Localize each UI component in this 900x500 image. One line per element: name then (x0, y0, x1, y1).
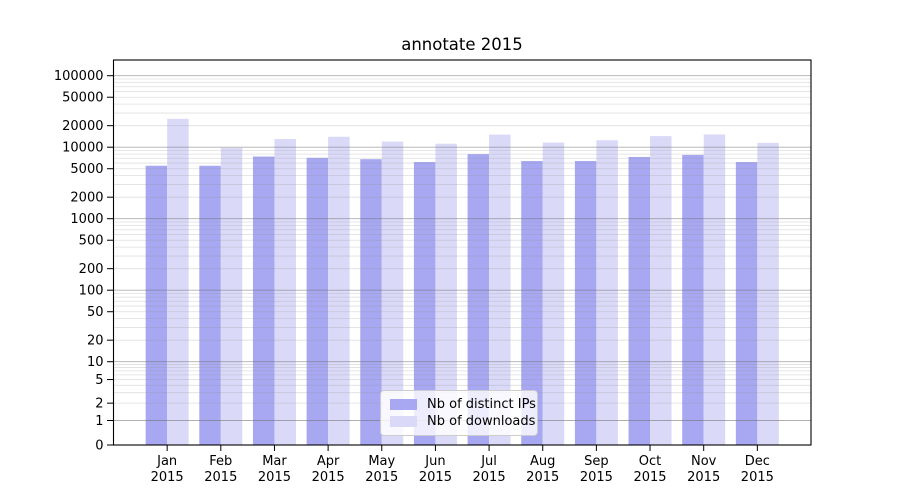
y-tick-label: 20 (87, 333, 104, 348)
x-tick-label-month: Aug (530, 454, 555, 469)
y-tick-label: 1000 (70, 212, 103, 227)
bar-ips-11 (735, 162, 758, 445)
y-tick-label: 100 (79, 284, 104, 299)
bar-ips-0 (145, 165, 168, 445)
x-tick-label-month: Mar (262, 454, 287, 469)
y-tick-label: 500 (79, 234, 104, 249)
y-tick-label: 2000 (70, 190, 103, 205)
x-tick-label-year: 2015 (312, 470, 345, 485)
bar-ips-3 (306, 157, 329, 445)
x-tick-label-month: May (368, 454, 395, 469)
y-tick-label: 0 (95, 438, 103, 453)
y-tick-label: 20000 (62, 119, 103, 134)
bar-ips-6 (467, 154, 490, 445)
y-tick-label: 200 (79, 262, 104, 277)
legend: Nb of distinct IPs Nb of downloads (380, 390, 538, 436)
bar-downloads-0 (167, 118, 189, 446)
x-tick-label-year: 2015 (365, 470, 398, 485)
legend-label-downloads: Nb of downloads (427, 414, 536, 429)
bar-ips-8 (574, 161, 597, 445)
x-tick-label-month: Sep (584, 454, 609, 469)
x-tick-label-month: Jan (156, 454, 177, 469)
bar-downloads-2 (274, 139, 296, 446)
y-tick-label: 50 (87, 305, 104, 320)
plot-frame (112, 59, 812, 446)
bar-ips-9 (628, 156, 651, 445)
x-tick-label-month: Nov (691, 454, 717, 469)
x-tick-label-year: 2015 (741, 470, 774, 485)
bar-downloads-7 (542, 142, 565, 445)
bar-ips-10 (682, 154, 704, 446)
legend-entry-distinct-ips: Nb of distinct IPs (390, 396, 536, 413)
bar-ips-5 (413, 162, 436, 445)
x-tick-label-year: 2015 (151, 470, 184, 485)
y-tick-label: 5 (95, 373, 103, 388)
bar-ips-4 (360, 159, 382, 446)
legend-entry-downloads: Nb of downloads (390, 413, 535, 430)
x-tick-label-year: 2015 (204, 470, 237, 485)
x-tick-label-year: 2015 (580, 470, 613, 485)
bar-downloads-11 (757, 142, 779, 445)
bar-downloads-8 (596, 140, 618, 445)
y-tick-label: 10000 (62, 141, 103, 156)
x-tick-label-month: Jul (480, 454, 497, 469)
x-tick-label-month: Feb (209, 454, 232, 469)
x-tick-label-month: Oct (639, 454, 661, 469)
chart-title: annotate 2015 (401, 35, 523, 54)
bar-downloads-10 (703, 134, 726, 446)
y-tick-label: 100000 (54, 69, 104, 84)
y-tick-label: 50000 (62, 91, 103, 106)
y-tick-label: 5000 (70, 162, 103, 177)
x-tick-label-year: 2015 (473, 470, 506, 485)
x-tick-label-month: Jun (424, 454, 445, 469)
legend-swatch-distinct-ips (390, 399, 417, 410)
x-tick-label-year: 2015 (419, 470, 452, 485)
bar-ips-1 (199, 165, 221, 445)
bar-downloads-1 (220, 147, 243, 445)
x-tick-label-year: 2015 (633, 470, 666, 485)
bar-downloads-4 (381, 141, 404, 445)
x-tick-label-year: 2015 (526, 470, 559, 485)
x-tick-label-year: 2015 (258, 470, 291, 485)
bar-ips-2 (252, 156, 275, 445)
y-tick-label: 1 (95, 414, 103, 429)
y-tick-label: 10 (87, 355, 104, 370)
legend-label-distinct-ips: Nb of distinct IPs (427, 397, 536, 412)
bar-downloads-3 (328, 136, 350, 446)
legend-swatch-downloads (390, 416, 417, 427)
x-tick-label-month: Apr (317, 454, 340, 469)
bar-ips-7 (521, 161, 543, 445)
y-tick-label: 2 (95, 396, 103, 411)
x-tick-label-month: Dec (745, 454, 770, 469)
x-tick-label-year: 2015 (687, 470, 720, 485)
